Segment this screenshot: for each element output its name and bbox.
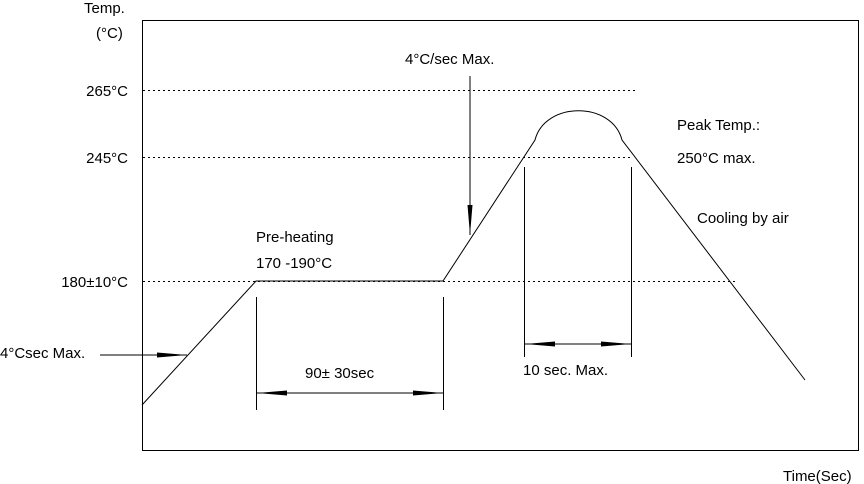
preheat-rate-label: 4°Csec Max.	[0, 345, 85, 362]
preheat-title: Pre-heating	[256, 229, 334, 246]
y-axis-unit: (°C)	[96, 25, 123, 42]
temperature-profile-curve	[141, 110, 806, 406]
x-axis-title: Time(Sec)	[783, 468, 852, 484]
ramp-rate-label: 4°C/sec Max.	[405, 51, 494, 68]
level-265-label: 265°C	[86, 83, 128, 100]
cooling-label: Cooling by air	[697, 210, 789, 227]
preheat-range: 170 -190°C	[256, 255, 332, 272]
level-245-label: 245°C	[86, 150, 128, 167]
peak-time-label: 10 sec. Max.	[523, 362, 608, 379]
preheat-time-label: 90± 30sec	[305, 365, 375, 382]
y-axis-title: Temp.	[84, 0, 125, 17]
peak-value: 250°C max.	[677, 150, 756, 167]
plot-frame	[142, 20, 859, 451]
peak-title: Peak Temp.:	[677, 117, 760, 134]
level-180-label: 180±10°C	[61, 274, 128, 291]
